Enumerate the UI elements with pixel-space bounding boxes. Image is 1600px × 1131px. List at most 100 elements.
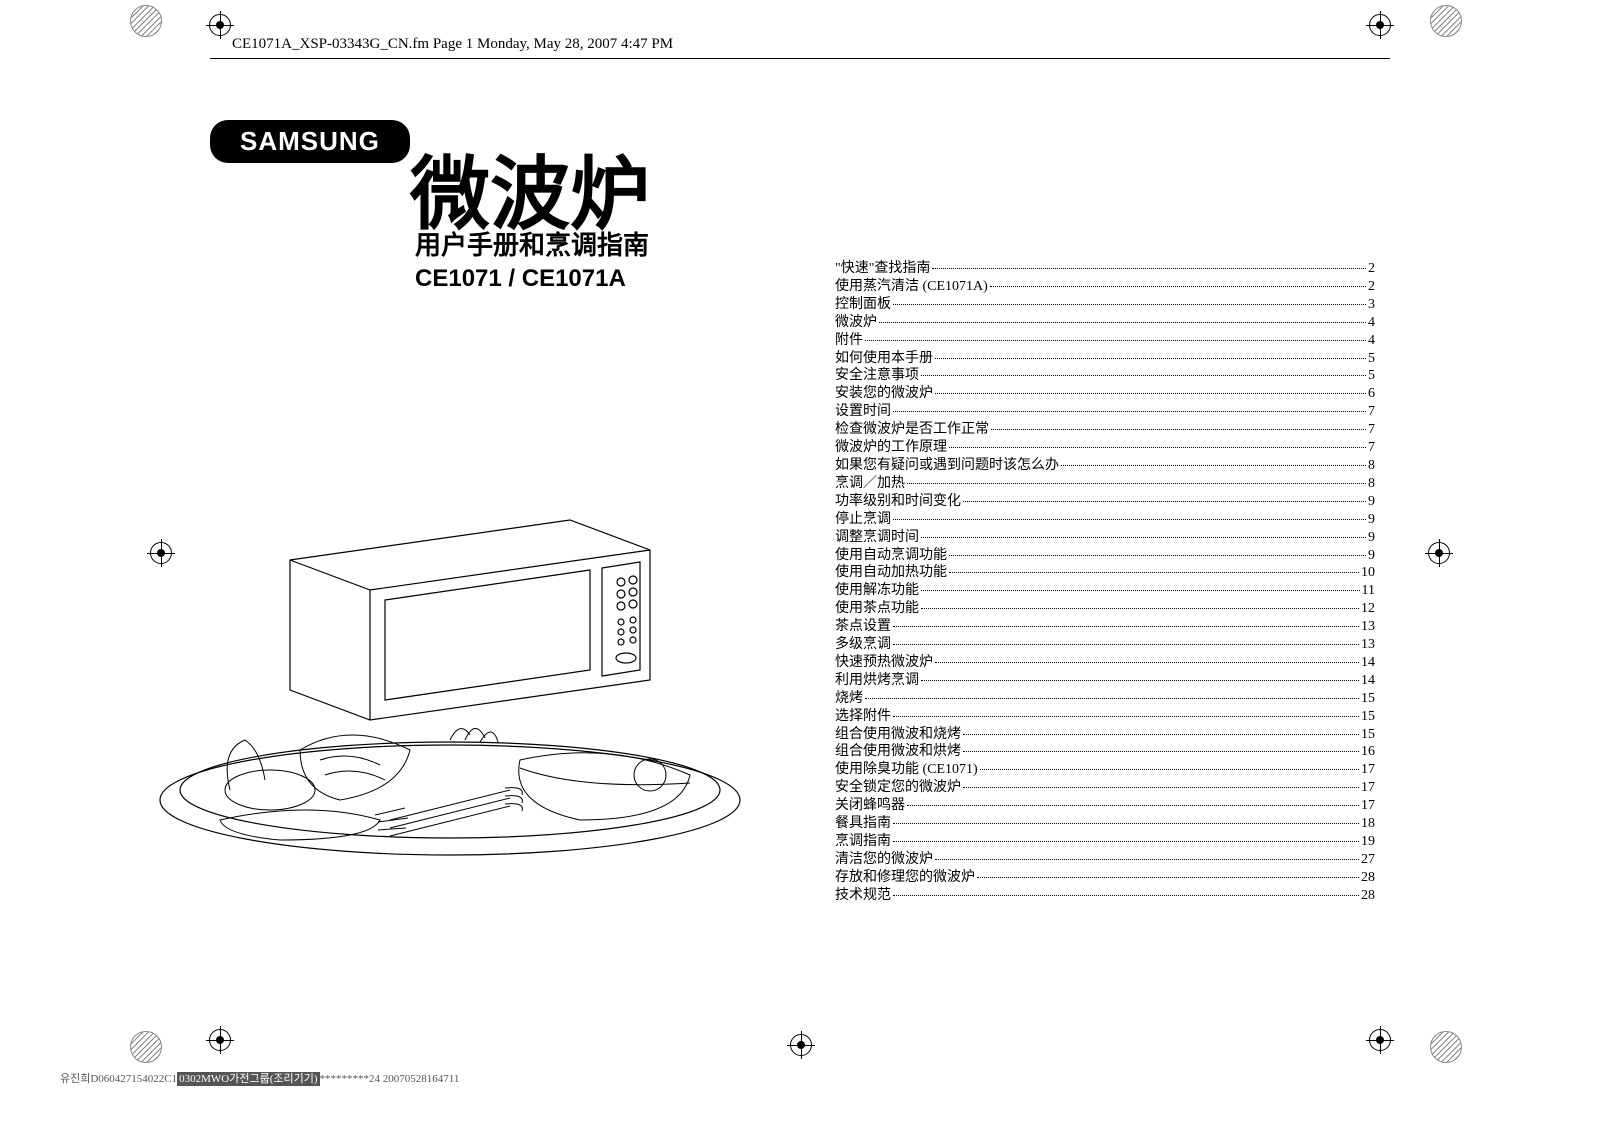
toc-page: 8 <box>1368 475 1375 493</box>
toc-row: 关闭蜂鸣器 17 <box>835 797 1375 815</box>
toc-label: 安全注意事项 <box>835 367 919 385</box>
toc-dots <box>921 680 1359 681</box>
toc-label: 调整烹调时间 <box>835 529 919 547</box>
toc-page: 28 <box>1361 887 1375 905</box>
toc-dots <box>990 286 1366 287</box>
toc-label: 使用除臭功能 (CE1071) <box>835 761 978 779</box>
toc-label: 组合使用微波和烘烤 <box>835 743 961 761</box>
toc-dots <box>963 751 1359 752</box>
toc-row: 烹调／加热8 <box>835 475 1375 493</box>
toc-row: 组合使用微波和烘烤 16 <box>835 743 1375 761</box>
toc-page: 10 <box>1361 564 1375 582</box>
toc-page: 13 <box>1361 618 1375 636</box>
toc-dots <box>935 393 1366 394</box>
toc-dots <box>893 644 1359 645</box>
toc-row: 利用烘烤烹调14 <box>835 672 1375 690</box>
corner-hatch-bl <box>130 1031 170 1071</box>
toc-row: 选择附件 15 <box>835 708 1375 726</box>
toc-label: 快速预热微波炉 <box>835 654 933 672</box>
toc-label: 附件 <box>835 332 863 350</box>
toc-row: 安全锁定您的微波炉17 <box>835 779 1375 797</box>
toc-page: 12 <box>1361 600 1375 618</box>
footer-highlight: 0302MWO가전그룹(조리기기) <box>177 1072 319 1086</box>
toc-row: 附件4 <box>835 332 1375 350</box>
toc-row: 微波炉4 <box>835 314 1375 332</box>
toc-page: 2 <box>1368 278 1375 296</box>
toc-page: 28 <box>1361 869 1375 887</box>
toc-page: 18 <box>1361 815 1375 833</box>
toc-label: 茶点设置 <box>835 618 891 636</box>
toc-page: 9 <box>1368 511 1375 529</box>
toc-dots <box>921 537 1366 538</box>
toc-page: 14 <box>1361 672 1375 690</box>
toc-row: 使用自动加热功能 10 <box>835 564 1375 582</box>
product-subtitle: 用户手册和烹调指南 <box>415 225 649 262</box>
toc-label: 多级烹调 <box>835 636 891 654</box>
toc-label: 技术规范 <box>835 887 891 905</box>
toc-dots <box>893 841 1359 842</box>
corner-hatch-tr <box>1430 5 1470 45</box>
toc-label: 如果您有疑问或遇到问题时该怎么办 <box>835 457 1059 475</box>
toc-row: 烧烤 15 <box>835 690 1375 708</box>
toc-page: 19 <box>1361 833 1375 851</box>
toc-row: 如果您有疑问或遇到问题时该怎么办8 <box>835 457 1375 475</box>
corner-hatch-tl <box>130 5 170 45</box>
toc-page: 7 <box>1368 439 1375 457</box>
toc-row: 技术规范 28 <box>835 887 1375 905</box>
toc-dots <box>865 340 1366 341</box>
toc-label: 使用蒸汽清洁 (CE1071A) <box>835 278 988 296</box>
toc-page: 5 <box>1368 367 1375 385</box>
toc-label: 如何使用本手册 <box>835 350 933 368</box>
toc-dots <box>865 698 1359 699</box>
toc-row: 微波炉的工作原理7 <box>835 439 1375 457</box>
toc-dots <box>907 805 1359 806</box>
toc-label: 选择附件 <box>835 708 891 726</box>
toc-page: 3 <box>1368 296 1375 314</box>
toc-row: 如何使用本手册5 <box>835 350 1375 368</box>
toc-page: 2 <box>1368 260 1375 278</box>
toc-row: "快速"查找指南2 <box>835 260 1375 278</box>
toc-row: 调整烹调时间9 <box>835 529 1375 547</box>
toc-page: 15 <box>1361 690 1375 708</box>
toc-label: 控制面板 <box>835 296 891 314</box>
toc-row: 安装您的微波炉6 <box>835 385 1375 403</box>
toc-dots <box>893 304 1366 305</box>
toc-row: 安全注意事项 5 <box>835 367 1375 385</box>
toc-dots <box>893 626 1359 627</box>
toc-dots <box>963 787 1359 788</box>
toc-label: 关闭蜂鸣器 <box>835 797 905 815</box>
toc-page: 13 <box>1361 636 1375 654</box>
toc-page: 9 <box>1368 547 1375 565</box>
crop-mark <box>1428 542 1450 564</box>
corner-hatch-br <box>1430 1031 1470 1071</box>
toc-dots <box>963 501 1366 502</box>
toc-label: 使用自动烹调功能 <box>835 547 947 565</box>
toc-dots <box>935 859 1359 860</box>
table-of-contents: "快速"查找指南2使用蒸汽清洁 (CE1071A) 2 控制面板 3微波炉4附件4如何… <box>835 260 1375 905</box>
toc-page: 16 <box>1361 743 1375 761</box>
toc-page: 7 <box>1368 421 1375 439</box>
toc-label: 烧烤 <box>835 690 863 708</box>
toc-page: 17 <box>1361 779 1375 797</box>
toc-row: 功率级别和时间变化9 <box>835 493 1375 511</box>
toc-label: 功率级别和时间变化 <box>835 493 961 511</box>
toc-row: 使用自动烹调功能 9 <box>835 547 1375 565</box>
toc-page: 15 <box>1361 708 1375 726</box>
toc-label: 检查微波炉是否工作正常 <box>835 421 989 439</box>
toc-page: 11 <box>1362 582 1375 600</box>
toc-label: 设置时间 <box>835 403 891 421</box>
toc-row: 使用蒸汽清洁 (CE1071A) 2 <box>835 278 1375 296</box>
toc-dots <box>949 447 1366 448</box>
samsung-logo: SAMSUNG <box>210 120 410 163</box>
toc-dots <box>893 716 1359 717</box>
toc-row: 使用除臭功能 (CE1071)17 <box>835 761 1375 779</box>
toc-dots <box>879 322 1366 323</box>
toc-dots <box>935 662 1359 663</box>
framemaker-header: CE1071A_XSP-03343G_CN.fm Page 1 Monday, … <box>232 36 673 53</box>
toc-page: 17 <box>1361 797 1375 815</box>
toc-label: 使用自动加热功能 <box>835 564 947 582</box>
toc-row: 使用茶点功能12 <box>835 600 1375 618</box>
crop-mark <box>790 1034 812 1056</box>
toc-label: 清洁您的微波炉 <box>835 851 933 869</box>
toc-label: 安装您的微波炉 <box>835 385 933 403</box>
